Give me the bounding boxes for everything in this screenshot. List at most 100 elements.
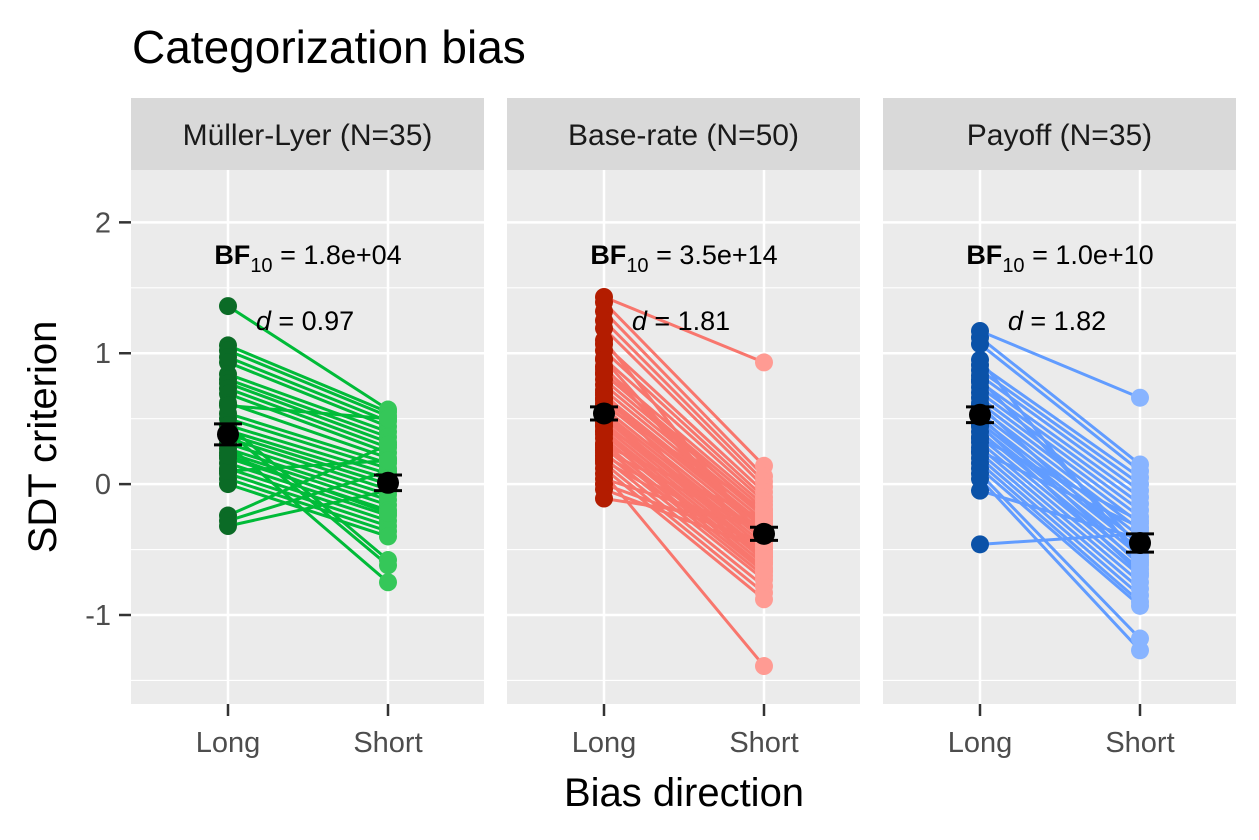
long-point (971, 535, 989, 554)
short-point (379, 527, 397, 546)
y-axis: 2 1 0 -1 (85, 207, 131, 632)
long-point (971, 350, 989, 369)
pair-line (227, 430, 389, 567)
mean-point (1129, 532, 1151, 555)
pair-line (227, 401, 389, 460)
long-point (595, 489, 613, 508)
pair-line (603, 388, 765, 522)
pair-line (603, 295, 765, 364)
pair-line (978, 472, 1142, 640)
pair-line (227, 404, 389, 421)
short-point (379, 503, 397, 522)
short-point (1131, 388, 1149, 407)
mean-point (593, 402, 615, 425)
pair-line (227, 355, 389, 423)
short-point (755, 590, 773, 609)
pair-line (603, 371, 765, 517)
facet-panel: Müller-Lyer (N=35) Long Short BF10 = 1.8e+0… (131, 98, 484, 759)
pair-line (603, 456, 765, 588)
short-point (1131, 551, 1149, 570)
pair-line (979, 489, 1141, 541)
effect-size-annotation: d = 1.82 (1008, 306, 1106, 336)
pair-line (603, 448, 765, 533)
short-point (1131, 596, 1149, 615)
pair-line (979, 336, 1141, 466)
x-tick-label: Long (572, 727, 637, 759)
pair-line (227, 343, 389, 414)
x-tick-label: Short (729, 727, 798, 759)
pair-line (979, 396, 1141, 519)
facet-strip-label: Payoff (N=35) (967, 119, 1152, 152)
pair-line (602, 327, 766, 488)
bayes-factor-annotation: BF10 = 1.0e+10 (966, 240, 1153, 277)
pair-line (603, 423, 765, 536)
long-point (219, 446, 237, 465)
short-point (379, 435, 397, 454)
short-point (755, 561, 773, 580)
facet-strip-label: Müller-Lyer (N=35) (183, 119, 433, 152)
y-tick-label: 2 (95, 207, 111, 239)
pair-line (227, 482, 389, 538)
short-point (379, 556, 397, 575)
x-tick-label: Long (948, 727, 1013, 759)
short-point (1131, 564, 1149, 583)
long-point (971, 370, 989, 389)
pair-line (227, 461, 389, 517)
x-tick-label: Short (353, 727, 422, 759)
long-point (595, 363, 613, 382)
long-point (595, 422, 613, 441)
short-point (379, 451, 397, 470)
pair-line (979, 436, 1141, 523)
pair-line (227, 304, 389, 411)
long-point (219, 396, 237, 415)
long-point (219, 517, 237, 535)
pair-line (227, 443, 389, 584)
pair-line (227, 447, 389, 502)
facet-strip (883, 98, 1236, 170)
pair-line (979, 456, 1141, 597)
long-point (595, 350, 613, 369)
x-tick-label: Short (1105, 727, 1174, 759)
y-tick-label: 1 (95, 338, 111, 370)
pair-line (227, 442, 389, 497)
pair-line (603, 477, 765, 532)
pair-line (979, 369, 1141, 486)
long-point (219, 297, 237, 316)
bayes-factor-annotation: BF10 = 1.8e+04 (214, 240, 401, 277)
pair-line (979, 467, 1141, 607)
bayes-factor-annotation: BF10 = 3.5e+14 (590, 240, 777, 277)
long-point (971, 442, 989, 461)
facet-strip (507, 98, 860, 170)
effect-size-annotation: d = 1.81 (632, 306, 730, 336)
mean-point (217, 423, 239, 446)
long-point (971, 335, 989, 354)
pair-line (227, 349, 389, 418)
short-point (755, 544, 773, 563)
short-point (1131, 641, 1149, 660)
pair-line (227, 477, 389, 533)
pair-line (979, 391, 1141, 512)
mean-point (377, 471, 399, 494)
short-point (755, 657, 773, 676)
pair-line (603, 397, 765, 528)
pair-line (603, 451, 765, 581)
pair-line (227, 387, 389, 449)
long-point (595, 451, 613, 470)
pair-line (602, 319, 766, 483)
long-point (595, 331, 613, 350)
pair-line (603, 467, 765, 601)
pair-line (979, 462, 1141, 604)
pair-line (978, 424, 1142, 575)
pair-line (227, 417, 389, 470)
pair-line (227, 423, 389, 476)
short-point (755, 353, 773, 372)
pair-line (979, 342, 1141, 473)
pair-line (603, 462, 765, 594)
long-point (971, 481, 989, 500)
pair-line (227, 392, 389, 455)
pair-line (602, 411, 766, 559)
pair-line (602, 301, 766, 467)
pair-line (227, 372, 389, 434)
pair-line (979, 329, 1141, 400)
